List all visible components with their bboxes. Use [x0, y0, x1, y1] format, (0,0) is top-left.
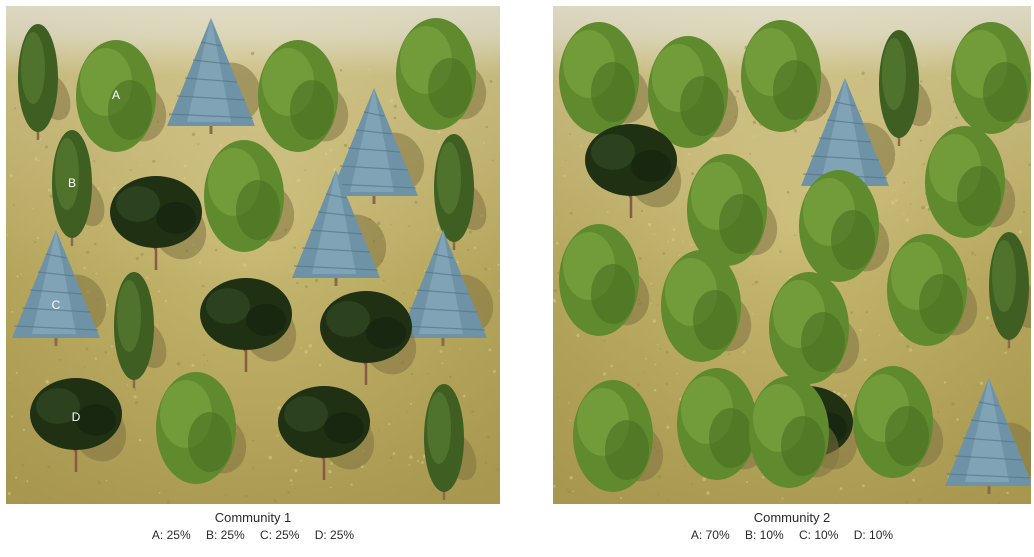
tree-species-c — [330, 88, 425, 204]
tree-species-d — [585, 124, 682, 218]
tree-species-d — [200, 278, 297, 372]
tree-species-a — [741, 20, 832, 132]
tree-species-b — [114, 272, 167, 388]
community-2-species-b-share: B: 10% — [744, 528, 784, 542]
community-1-species-c-share: C: 25% — [260, 528, 300, 542]
community-1-illustration: A B C D — [6, 6, 500, 504]
community-2-species-d-share: D: 10% — [853, 528, 894, 542]
community-2-species-a-share: A: 70% — [690, 528, 730, 542]
tree-species-a — [853, 366, 944, 478]
tree-species-a — [951, 22, 1031, 134]
tree-species-b — [434, 134, 487, 250]
tree-species-a — [925, 126, 1016, 238]
tree-species-a — [661, 250, 752, 362]
tree-species-a — [559, 22, 650, 134]
tree-species-d: D — [30, 378, 127, 472]
tree-species-a — [887, 234, 978, 346]
tree-species-a — [156, 372, 247, 484]
tree-species-a — [648, 36, 739, 148]
tree-species-a — [573, 380, 664, 492]
community-2-species-c-share: C: 10% — [799, 528, 839, 542]
community-1-species-b-share: B: 25% — [205, 528, 245, 542]
tree-species-a — [687, 154, 778, 266]
community-1-composition: A: 25% B: 25% C: 25% D: 25% — [6, 527, 500, 543]
community-1-scene: A B C D — [6, 6, 500, 504]
tree-species-a — [396, 18, 487, 130]
tree-species-a — [749, 376, 840, 488]
community-2-composition: A: 70% B: 10% C: 10% D: 10% — [553, 527, 1031, 543]
species-marker-b: B — [68, 176, 76, 190]
tree-species-a — [204, 140, 295, 252]
community-1-species-a-share: A: 25% — [151, 528, 191, 542]
tree-species-d — [110, 176, 207, 270]
community-1-species-d-share: D: 25% — [314, 528, 355, 542]
community-2-scene — [553, 6, 1031, 504]
community-1-title: Community 1 — [214, 510, 292, 525]
tree-species-b: B — [52, 130, 105, 246]
species-marker-d: D — [72, 410, 81, 424]
tree-species-a — [559, 224, 650, 336]
tree-species-c — [945, 378, 1031, 494]
tree-species-b — [424, 384, 477, 500]
tree-species-a — [769, 272, 860, 384]
tree-species-c — [292, 170, 387, 286]
tree-species-d — [320, 291, 417, 385]
community-2-caption: Community 2 A: 70% B: 10% C: 10% D: 10% — [553, 510, 1031, 543]
community-2-illustration — [553, 6, 1031, 504]
tree-species-c — [399, 230, 494, 346]
tree-species-a: A — [76, 40, 167, 152]
community-2-title: Community 2 — [753, 510, 831, 525]
tree-species-b — [989, 232, 1031, 348]
tree-species-c — [167, 18, 262, 134]
tree-species-b — [879, 30, 932, 146]
tree-species-a — [258, 40, 349, 152]
tree-species-c — [801, 78, 896, 194]
species-marker-c: C — [52, 298, 61, 312]
community-1-caption: Community 1 A: 25% B: 25% C: 25% D: 25% — [6, 510, 500, 543]
tree-species-a — [799, 170, 890, 282]
tree-species-c: C — [12, 230, 107, 346]
species-marker-a: A — [112, 88, 120, 102]
tree-species-b — [18, 24, 71, 140]
tree-species-d — [278, 386, 375, 480]
